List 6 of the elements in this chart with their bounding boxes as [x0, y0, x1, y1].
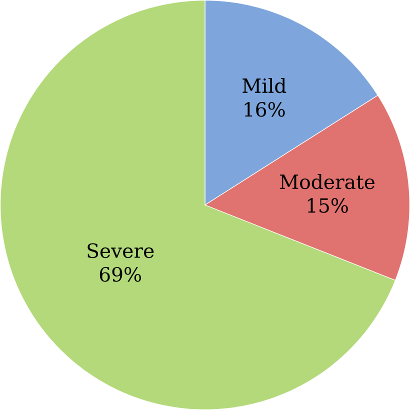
- data-label: 69%: [100, 266, 142, 282]
- data-label: 16%: [244, 102, 285, 117]
- slice-label: Mild: [242, 78, 286, 94]
- slice-label: Moderate: [280, 174, 374, 190]
- data-label: 15%: [308, 198, 348, 213]
- slice-label: Severe: [88, 243, 154, 258]
